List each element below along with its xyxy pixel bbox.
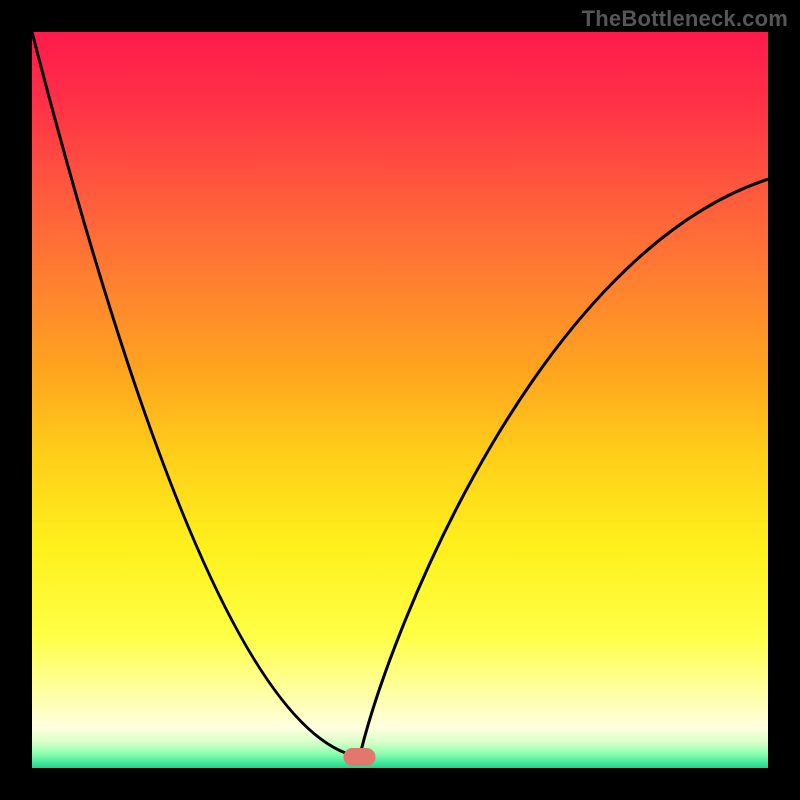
optimum-marker xyxy=(344,748,376,766)
watermark-text: TheBottleneck.com xyxy=(582,6,788,32)
plot-area xyxy=(32,32,768,768)
chart-frame: { "watermark": { "text": "TheBottleneck.… xyxy=(0,0,800,800)
bottleneck-chart xyxy=(0,0,800,800)
